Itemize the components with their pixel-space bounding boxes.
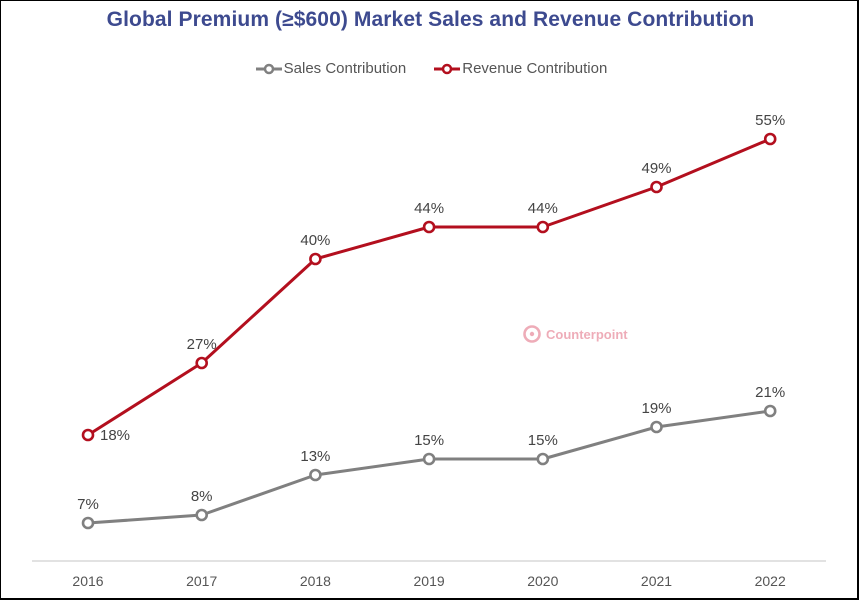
data-point-sales-2018: [309, 468, 322, 482]
legend-item-revenue: Revenue Contribution: [432, 60, 607, 77]
chart-legend: Sales Contribution Revenue Contribution: [0, 60, 861, 77]
data-point-revenue-2020: [536, 220, 550, 234]
data-point-sales-2019: [422, 452, 436, 466]
legend-label-revenue: Revenue Contribution: [462, 60, 608, 77]
series-layer: 7% 8% 13% 15% 15% 19% 21% 18% 27% 40% 44% 44% 49% 55%: [77, 112, 785, 530]
x-tick-label-2016: 2016: [72, 573, 103, 589]
watermark: Counterpoint: [522, 324, 628, 344]
data-label-sales-2022: 21%: [755, 384, 785, 401]
x-tick-label-2022: 2022: [755, 573, 786, 589]
data-point-sales-2020: [536, 452, 550, 466]
legend-label-sales: Sales Contribution: [283, 60, 407, 77]
data-point-sales-2021: [650, 420, 663, 434]
data-point-revenue-2016: [81, 428, 95, 442]
data-label-sales-2018: 13%: [300, 448, 330, 465]
legend-line-marker-icon: [434, 63, 461, 74]
watermark-text: Counterpoint: [546, 326, 628, 342]
series-line-revenue: [87, 137, 771, 437]
x-tick-label-2018: 2018: [300, 573, 331, 589]
data-label-sales-2019: 15%: [414, 432, 444, 449]
data-point-revenue-2017: [195, 356, 208, 370]
data-label-revenue-2017: 27%: [187, 336, 217, 353]
data-label-sales-2016: 7%: [77, 496, 99, 513]
data-point-revenue-2018: [309, 252, 322, 266]
data-label-revenue-2018: 40%: [300, 232, 330, 249]
x-axis-ticks: 2016 2017 2018 2019 2020 2021 2022: [72, 573, 786, 589]
data-label-revenue-2019: 44%: [414, 200, 444, 217]
legend-line-marker-icon: [255, 63, 282, 74]
data-label-sales-2021: 19%: [641, 400, 671, 417]
data-label-revenue-2020: 44%: [528, 200, 558, 217]
data-point-sales-2016: [81, 516, 95, 530]
x-tick-label-2020: 2020: [527, 573, 558, 589]
data-label-sales-2017: 8%: [191, 488, 213, 505]
data-point-revenue-2022: [763, 132, 777, 146]
data-point-sales-2022: [763, 404, 777, 418]
chart-title: Global Premium (≥$600) Market Sales and …: [106, 8, 755, 31]
data-label-revenue-2021: 49%: [641, 160, 671, 177]
data-point-revenue-2019: [422, 220, 436, 234]
data-label-revenue-2022: 55%: [755, 112, 785, 129]
data-point-revenue-2021: [650, 180, 663, 194]
data-label-sales-2020: 15%: [528, 432, 558, 449]
x-tick-label-2017: 2017: [186, 573, 217, 589]
data-label-revenue-2016: 18%: [100, 427, 130, 444]
counterpoint-logo-icon: [523, 325, 541, 343]
series-line-sales: [87, 409, 771, 525]
legend-item-sales: Sales Contribution: [254, 60, 407, 77]
x-tick-label-2021: 2021: [641, 573, 672, 589]
x-tick-label-2019: 2019: [414, 573, 445, 589]
data-point-sales-2017: [195, 508, 208, 522]
